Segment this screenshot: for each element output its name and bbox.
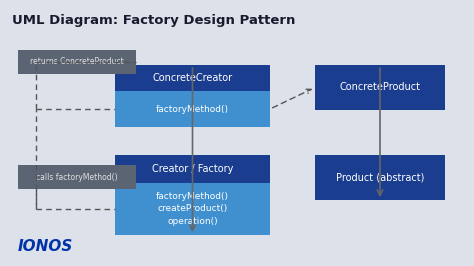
Text: Creator / Factory: Creator / Factory <box>152 164 233 174</box>
Bar <box>115 91 270 127</box>
Text: returns ConcreteProduct: returns ConcreteProduct <box>30 57 124 66</box>
Text: Product (abstract): Product (abstract) <box>336 172 424 182</box>
Bar <box>115 155 270 183</box>
Text: factoryMethod(): factoryMethod() <box>156 105 229 114</box>
Text: IONOS: IONOS <box>18 239 73 254</box>
Bar <box>115 65 270 91</box>
Text: factoryMethod()
createProduct()
operation(): factoryMethod() createProduct() operatio… <box>156 192 229 226</box>
Text: ConcreteCreator: ConcreteCreator <box>153 73 233 83</box>
Bar <box>18 165 136 189</box>
Text: UML Diagram: Factory Design Pattern: UML Diagram: Factory Design Pattern <box>12 14 295 27</box>
Bar <box>115 183 270 235</box>
Bar <box>315 65 445 110</box>
Bar <box>315 155 445 200</box>
Text: calls factoryMethod(): calls factoryMethod() <box>36 172 118 181</box>
Bar <box>18 50 136 74</box>
Text: ConcreteProduct: ConcreteProduct <box>339 82 420 93</box>
